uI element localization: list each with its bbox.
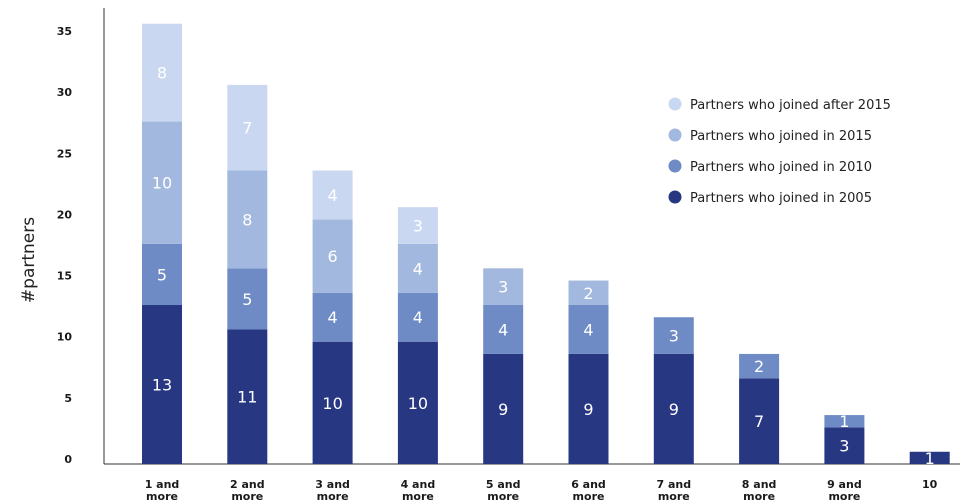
data-label: 5 bbox=[157, 265, 167, 284]
data-label: 8 bbox=[242, 210, 252, 229]
bar-segment bbox=[227, 84, 268, 171]
bar-segment bbox=[142, 121, 182, 244]
legend-label: Partners who joined in 2015 bbox=[690, 129, 872, 144]
data-label: 3 bbox=[839, 437, 849, 456]
y-axis-label: #partners bbox=[19, 217, 39, 303]
legend-label: Partners who joined after 2015 bbox=[690, 98, 891, 113]
data-label: 10 bbox=[152, 174, 172, 193]
data-label: 5 bbox=[242, 290, 252, 309]
bar-segment bbox=[653, 353, 694, 464]
legend-marker bbox=[668, 128, 682, 142]
data-label: 3 bbox=[413, 217, 423, 236]
bar-segment bbox=[397, 292, 438, 342]
bar-segment bbox=[142, 243, 182, 306]
data-label: 11 bbox=[237, 388, 257, 407]
data-label: 4 bbox=[413, 259, 423, 278]
data-label: 4 bbox=[498, 320, 508, 339]
bar-segment bbox=[397, 207, 438, 244]
data-label: 4 bbox=[328, 308, 338, 327]
legend-marker bbox=[668, 190, 682, 204]
y-tick-label: 5 bbox=[64, 392, 72, 405]
bar-segment bbox=[227, 170, 268, 269]
x-tick-label: 4 and bbox=[401, 478, 436, 491]
bar-segment bbox=[312, 170, 353, 220]
y-tick-label: 25 bbox=[57, 147, 72, 160]
data-label: 7 bbox=[242, 119, 252, 138]
bar-segment bbox=[739, 378, 780, 464]
bar-segment bbox=[142, 23, 182, 122]
bar-segment bbox=[142, 305, 182, 464]
bar-segment bbox=[312, 341, 353, 464]
x-tick-label: more bbox=[146, 490, 178, 503]
x-tick-label: 2 and bbox=[230, 478, 265, 491]
bar-segment bbox=[227, 268, 268, 330]
bar-segment bbox=[312, 219, 353, 293]
data-label: 1 bbox=[839, 412, 849, 431]
x-tick-label: 8 and bbox=[742, 478, 777, 491]
x-tick-label: more bbox=[402, 490, 434, 503]
y-tick-label: 0 bbox=[64, 453, 72, 466]
data-label: 9 bbox=[669, 400, 679, 419]
legend-marker bbox=[668, 97, 682, 111]
x-tick-label: more bbox=[743, 490, 775, 503]
data-label: 4 bbox=[583, 320, 593, 339]
x-tick-label: more bbox=[573, 490, 605, 503]
data-label: 9 bbox=[498, 400, 508, 419]
bar-segment bbox=[824, 415, 865, 428]
legend-label: Partners who joined in 2005 bbox=[690, 191, 872, 206]
x-tick-label: more bbox=[828, 490, 860, 503]
bar-segment bbox=[312, 292, 353, 342]
y-tick-label: 30 bbox=[57, 86, 73, 99]
bar-segment bbox=[483, 268, 524, 306]
data-label: 6 bbox=[328, 247, 338, 266]
bar-segment bbox=[824, 427, 865, 464]
legend-marker bbox=[668, 159, 682, 173]
bar-segment bbox=[397, 341, 438, 464]
data-label: 1 bbox=[925, 449, 935, 468]
data-label: 4 bbox=[413, 308, 423, 327]
bar-segment bbox=[568, 280, 609, 306]
bar-segment bbox=[909, 451, 950, 464]
y-tick-label: 35 bbox=[57, 25, 72, 38]
x-tick-label: 3 and bbox=[315, 478, 350, 491]
data-label: 8 bbox=[157, 64, 167, 83]
data-label: 2 bbox=[754, 357, 764, 376]
data-label: 3 bbox=[498, 278, 508, 297]
bar-segment bbox=[568, 353, 609, 464]
data-label: 3 bbox=[669, 327, 679, 346]
x-tick-label: more bbox=[231, 490, 263, 503]
x-tick-label: more bbox=[487, 490, 519, 503]
data-label: 7 bbox=[754, 412, 764, 431]
x-tick-label: more bbox=[317, 490, 349, 503]
x-tick-label: 7 and bbox=[656, 478, 691, 491]
bar-segment bbox=[483, 305, 524, 354]
y-tick-label: 20 bbox=[57, 208, 73, 221]
y-tick-label: 10 bbox=[57, 331, 73, 344]
data-label: 9 bbox=[583, 400, 593, 419]
x-tick-label: 10 bbox=[922, 478, 938, 491]
x-tick-label: 5 and bbox=[486, 478, 521, 491]
bar-segment bbox=[397, 243, 438, 293]
data-label: 10 bbox=[322, 394, 342, 413]
bar-segment bbox=[227, 329, 268, 464]
data-label: 13 bbox=[152, 376, 172, 395]
x-tick-label: 9 and bbox=[827, 478, 862, 491]
y-tick-label: 15 bbox=[57, 270, 72, 283]
x-tick-label: more bbox=[658, 490, 690, 503]
bar-segment bbox=[483, 353, 524, 464]
data-label: 10 bbox=[408, 394, 428, 413]
x-tick-label: 6 and bbox=[571, 478, 606, 491]
bar-segment bbox=[653, 317, 694, 354]
legend-label: Partners who joined in 2010 bbox=[690, 160, 872, 175]
x-tick-label: 1 and bbox=[145, 478, 180, 491]
bar-segment bbox=[568, 305, 609, 354]
data-label: 2 bbox=[583, 284, 593, 303]
data-label: 4 bbox=[328, 186, 338, 205]
bar-segment bbox=[739, 353, 780, 379]
